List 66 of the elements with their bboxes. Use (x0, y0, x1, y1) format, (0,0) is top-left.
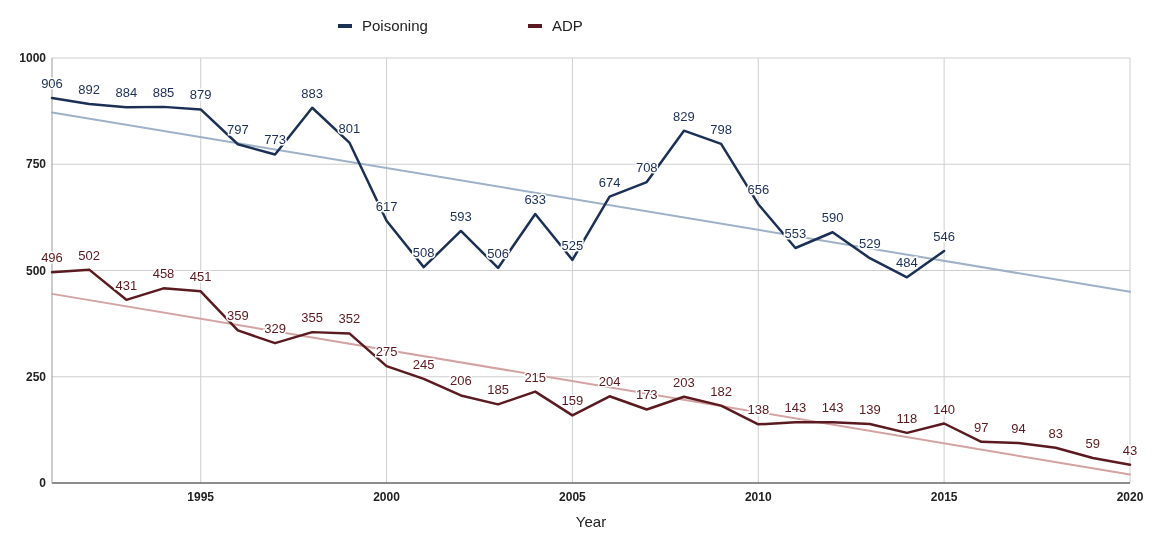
x-tick-label: 2015 (930, 490, 958, 504)
y-tick-label: 500 (25, 263, 47, 278)
data-label: 885 (152, 84, 175, 100)
data-label: 884 (115, 85, 138, 101)
data-label: 203 (673, 374, 695, 390)
data-label: 502 (78, 247, 101, 263)
data-label: 83 (1048, 425, 1063, 441)
legend-label: Poisoning (362, 17, 428, 34)
y-tick-label: 1000 (19, 51, 47, 65)
data-label: 496 (41, 250, 63, 266)
data-label: 431 (115, 277, 138, 293)
y-tick-label: 0 (39, 476, 47, 490)
data-label: 118 (896, 410, 918, 426)
data-label: 204 (598, 374, 621, 390)
data-label: 329 (264, 321, 286, 337)
data-label: 43 (1122, 442, 1138, 458)
x-tick-label: 2005 (559, 490, 587, 504)
data-label: 773 (264, 132, 286, 148)
data-label: 797 (227, 122, 249, 138)
data-label: 143 (784, 400, 807, 416)
legend-label: ADP (552, 17, 583, 34)
data-label: 508 (412, 245, 435, 261)
data-label: 892 (78, 81, 101, 97)
x-tick-label: 2000 (373, 490, 401, 504)
data-label: 59 (1085, 435, 1101, 451)
data-label: 590 (821, 210, 844, 226)
data-label: 674 (598, 174, 621, 190)
x-tick-label: 2020 (1116, 490, 1144, 504)
data-label: 879 (189, 87, 212, 103)
data-label: 182 (710, 383, 732, 399)
data-label: 355 (301, 310, 324, 326)
data-label: 275 (375, 344, 398, 360)
data-label: 829 (673, 108, 695, 124)
data-label: 138 (747, 402, 770, 418)
y-tick-label: 250 (25, 369, 47, 384)
y-tick-label: 750 (25, 157, 47, 172)
data-label: 185 (487, 382, 509, 398)
data-label: 633 (524, 191, 547, 207)
data-label: 97 (974, 419, 989, 435)
data-label: 546 (933, 228, 955, 244)
data-label: 359 (227, 308, 249, 324)
data-label: 708 (635, 160, 658, 176)
data-label: 206 (450, 373, 472, 389)
data-label: 451 (189, 269, 212, 285)
data-label: 553 (784, 225, 807, 241)
x-tick-label: 1995 (187, 490, 215, 504)
data-label: 529 (858, 236, 881, 252)
data-label: 798 (710, 121, 732, 137)
data-label: 140 (933, 401, 955, 417)
data-label: 245 (412, 356, 435, 372)
data-label: 139 (858, 401, 881, 417)
x-axis-title: Year (575, 513, 607, 530)
data-label: 94 (1011, 421, 1026, 437)
data-label: 143 (821, 400, 844, 416)
data-label: 906 (41, 75, 63, 91)
data-label: 506 (487, 245, 509, 261)
data-label: 159 (561, 393, 584, 409)
data-label: 484 (896, 255, 918, 271)
data-label: 801 (338, 120, 361, 136)
data-label: 352 (338, 311, 361, 327)
x-tick-label: 2010 (744, 490, 772, 504)
data-label: 215 (524, 369, 547, 385)
data-label: 173 (635, 387, 658, 403)
data-label: 883 (301, 85, 324, 101)
data-label: 593 (450, 208, 472, 224)
data-label: 458 (152, 266, 175, 282)
